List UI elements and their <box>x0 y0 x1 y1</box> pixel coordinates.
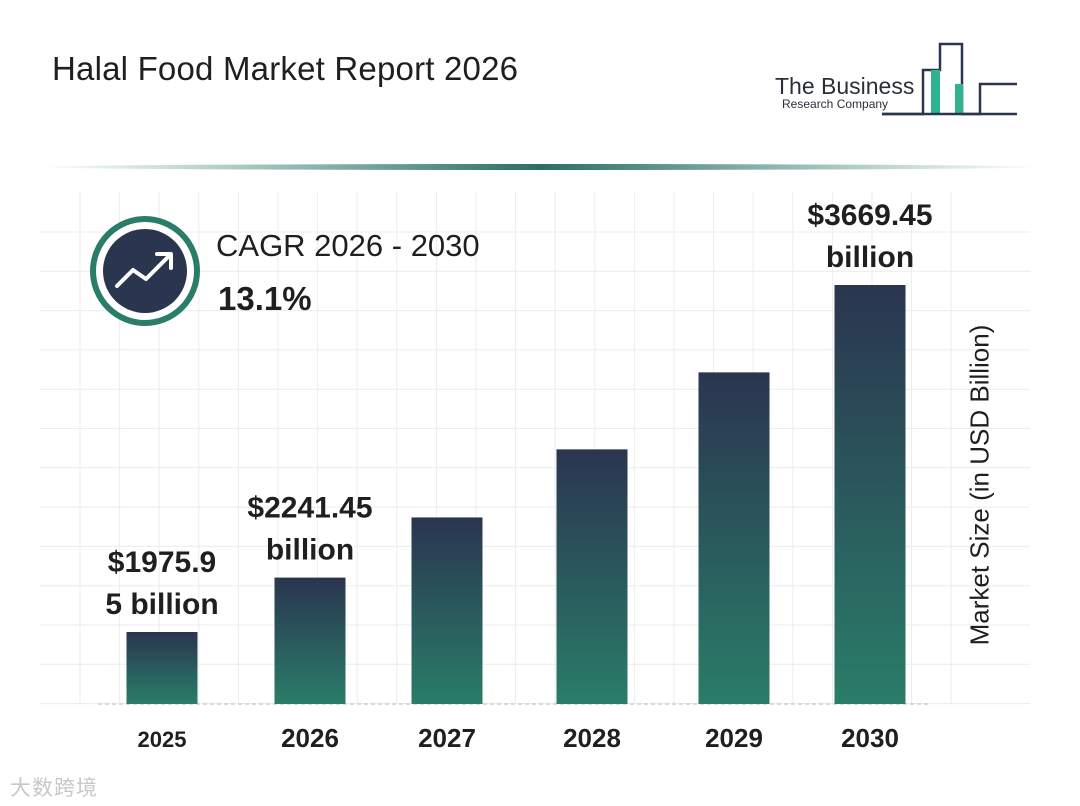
data-label: $3669.45 <box>807 199 932 232</box>
data-label: 5 billion <box>105 588 218 621</box>
data-label: $2241.45 <box>247 492 372 525</box>
bar-2030 <box>834 285 906 704</box>
bar-chart-logo-icon <box>882 42 1017 116</box>
bar-2025 <box>126 632 198 704</box>
watermark: 大数跨境 <box>10 777 98 800</box>
data-label: billion <box>826 241 914 274</box>
cagr-label: CAGR 2026 - 2030 <box>216 228 480 263</box>
x-tick-label: 2029 <box>705 723 763 753</box>
bar-2028 <box>556 449 628 704</box>
page-title: Halal Food Market Report 2026 <box>52 50 519 87</box>
x-tick-label: 2030 <box>841 723 899 753</box>
chart-bars <box>126 285 906 704</box>
y-axis-label: Market Size (in USD Billion) <box>964 324 995 646</box>
data-label: $1975.9 <box>108 546 216 579</box>
company-logo: The Business Research Company <box>775 40 1025 120</box>
logo-text-secondary: Research Company <box>782 97 889 111</box>
x-tick-label: 2026 <box>281 723 339 753</box>
cagr-value: 13.1% <box>218 280 312 317</box>
x-tick-label: 2028 <box>563 723 621 753</box>
cagr-badge <box>90 216 200 326</box>
x-tick-label: 2027 <box>418 723 476 753</box>
data-label: billion <box>266 534 354 567</box>
header-divider <box>40 164 1040 170</box>
trend-up-arrow-icon <box>90 216 200 326</box>
logo-text-primary: The Business <box>775 73 915 99</box>
bar-2026 <box>274 577 346 704</box>
bar-2027 <box>411 517 483 704</box>
bar-2029 <box>698 372 770 704</box>
x-tick-label: 2025 <box>138 727 187 752</box>
data-labels: $1975.9 5 billion $2241.45 billion $3669.45 b… <box>105 199 932 621</box>
x-tick-labels: 2025 2026 2027 2028 2029 2030 <box>138 723 899 753</box>
